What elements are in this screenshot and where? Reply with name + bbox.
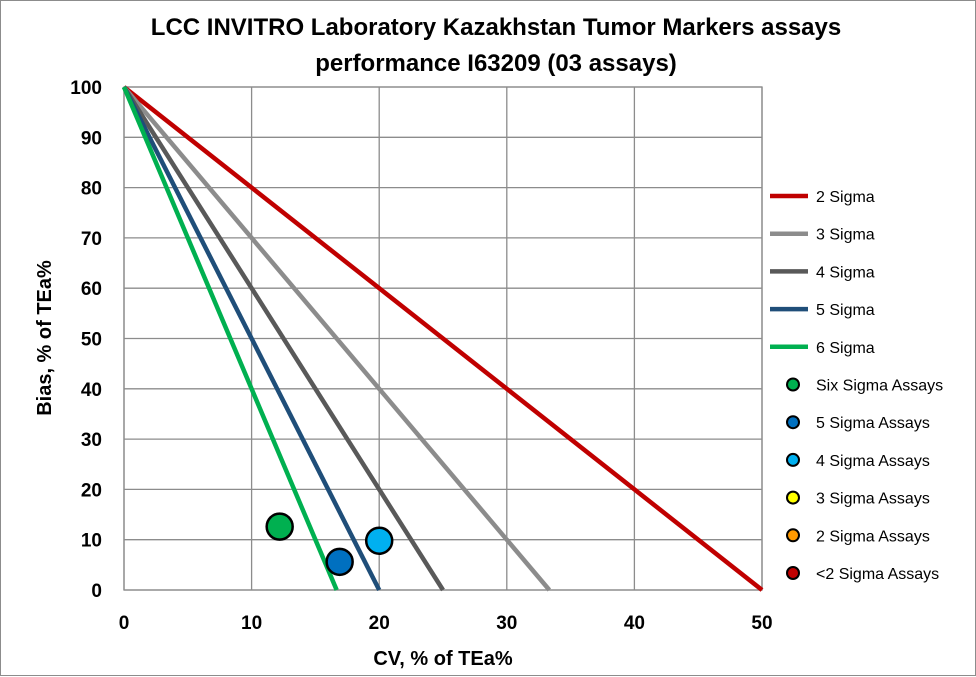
legend-label-sigma-3: 3 Sigma	[816, 227, 875, 244]
y-tick-label-10: 10	[81, 531, 102, 552]
legend-marker-assay-1	[786, 377, 800, 392]
legend-label-sigma-6: 6 Sigma	[816, 340, 875, 357]
chart-title-line-2: performance I63209 (03 assays)	[315, 50, 677, 77]
legend-label-assay-2: 5 Sigma Assays	[816, 415, 930, 432]
chart-title-line-1: LCC INVITRO Laboratory Kazakhstan Tumor …	[151, 14, 841, 41]
y-tick-label-70: 70	[81, 229, 102, 250]
legend-marker-assay-4	[786, 490, 800, 505]
legend-marker-assay-2	[786, 415, 800, 430]
legend: 2 Sigma 3 Sigma 4 Sigma 5 Sigma 6 Sigma Six S…	[770, 189, 943, 583]
sigma-line-2	[122, 85, 764, 592]
x-tick-label-30: 30	[496, 613, 517, 634]
x-tick-label-10: 10	[241, 613, 262, 634]
legend-label-sigma-2: 2 Sigma	[816, 189, 875, 206]
x-axis-title: CV, % of TEa%	[373, 648, 513, 670]
legend-label-sigma-5: 5 Sigma	[816, 302, 875, 319]
legend-label-assay-4: 3 Sigma Assays	[816, 491, 930, 508]
legend-label-assay-3: 4 Sigma Assays	[816, 453, 930, 470]
sigma-lines	[121, 85, 764, 592]
y-tick-label-90: 90	[81, 128, 102, 149]
y-tick-label-40: 40	[81, 380, 102, 401]
y-tick-label-30: 30	[81, 430, 102, 451]
legend-label-assay-1: Six Sigma Assays	[816, 378, 943, 395]
y-tick-label-100: 100	[70, 78, 102, 99]
x-tick-label-50: 50	[751, 613, 772, 634]
y-tick-label-80: 80	[81, 179, 102, 200]
legend-marker-assay-3	[786, 452, 800, 467]
x-tick-label-0: 0	[119, 613, 130, 634]
assay-point-3	[364, 526, 394, 555]
y-tick-label-20: 20	[81, 480, 102, 501]
y-tick-label-50: 50	[81, 330, 102, 351]
axis-ticks: 0 10 20 30 40 50 0 10 20 30 40 50 60 70 80 90 100	[70, 78, 772, 634]
legend-marker-assay-6	[786, 566, 800, 580]
legend-label-sigma-4: 4 Sigma	[816, 264, 875, 281]
y-tick-label-60: 60	[81, 279, 102, 300]
legend-marker-assay-5	[786, 528, 800, 543]
assay-point-1	[265, 512, 294, 541]
sigma-line-5	[121, 85, 382, 592]
y-tick-label-0: 0	[91, 581, 102, 602]
assay-points	[265, 512, 394, 577]
legend-label-assay-5: 2 Sigma Assays	[816, 528, 930, 545]
x-tick-label-20: 20	[369, 613, 390, 634]
sigma-line-3	[122, 85, 552, 592]
assay-point-2	[325, 547, 354, 577]
sigma-line-6	[121, 86, 339, 591]
y-axis-title: Bias, % of TEa%	[34, 260, 56, 416]
x-tick-label-40: 40	[624, 613, 645, 634]
sigma-line-4	[122, 85, 445, 592]
legend-label-assay-6: <2 Sigma Assays	[816, 566, 939, 583]
